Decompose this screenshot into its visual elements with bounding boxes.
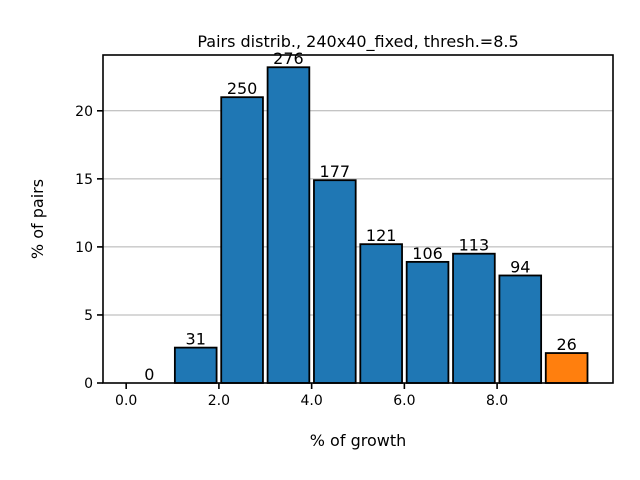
bar-count-label: 0 <box>144 365 154 384</box>
chart-title: Pairs distrib., 240x40_fixed, thresh.=8.… <box>197 32 518 52</box>
bar-count-label: 106 <box>412 244 443 263</box>
bar-count-label: 94 <box>510 257 530 276</box>
y-tick-label: 15 <box>75 172 93 188</box>
bar-276 <box>266 66 311 384</box>
bar-177 <box>313 179 357 384</box>
bar-count-label: 113 <box>459 236 490 255</box>
y-tick-label: 5 <box>84 308 93 324</box>
y-tick-label: 20 <box>75 104 93 120</box>
bar-count-labels: 0 31 250 276 177 121 106 113 94 26 <box>144 49 577 384</box>
y-tick-label: 10 <box>75 240 93 256</box>
x-tick-label: 4.0 <box>301 393 323 409</box>
x-axis-label: % of growth <box>310 431 406 450</box>
plot-frame <box>102 54 614 384</box>
bar-count-label: 177 <box>320 162 351 181</box>
bar-count-label: 250 <box>227 79 258 98</box>
bar-250 <box>220 96 264 384</box>
bar-count-label: 276 <box>273 49 304 68</box>
bar-94 <box>498 274 543 384</box>
bar-106 <box>405 260 450 384</box>
x-tick-label: 2.0 <box>208 393 230 409</box>
bars <box>173 66 589 384</box>
bar-113 <box>452 252 496 384</box>
y-tick-label: 0 <box>84 376 93 392</box>
bar-31 <box>173 346 218 384</box>
y-axis-label: % of pairs <box>28 179 47 259</box>
x-tick-label: 8.0 <box>486 393 508 409</box>
bar-count-label: 26 <box>556 335 576 354</box>
x-tick-label: 6.0 <box>393 393 415 409</box>
bar-count-label: 31 <box>186 330 206 349</box>
bar-count-label: 121 <box>366 226 397 245</box>
x-tick-label: 0.0 <box>115 393 137 409</box>
x-axis-ticks: 0.0 2.0 4.0 6.0 8.0 <box>115 383 508 409</box>
y-axis-ticks: 0 5 10 15 20 <box>75 104 103 392</box>
bar-26 <box>544 352 589 384</box>
bar-121 <box>359 243 403 384</box>
